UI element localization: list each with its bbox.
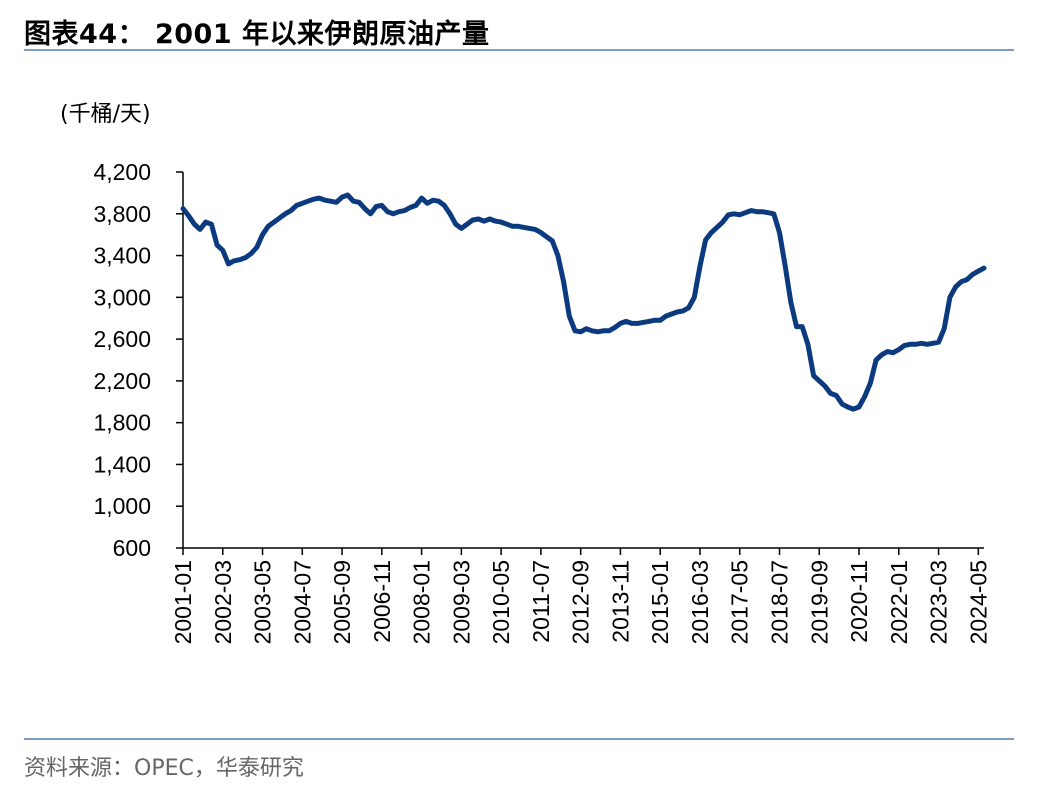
- x-tick-label: 2024-05: [965, 560, 991, 644]
- x-tick-label: 2002-03: [210, 560, 236, 644]
- x-tick-label: 2011-07: [528, 560, 554, 643]
- x-tick-label: 2023-03: [926, 560, 952, 644]
- x-tick-label: 2013-11: [607, 560, 633, 643]
- x-tick-label: 2001-01: [170, 560, 196, 644]
- x-tick-label: 2008-01: [409, 560, 435, 644]
- y-tick-label: 1,400: [93, 451, 151, 477]
- x-tick-label: 2006-11: [369, 560, 395, 643]
- x-axis: 2001-01 2002-03 2003-05 2004-07 2005-09 2006-…: [170, 547, 991, 644]
- x-tick-label: 2009-03: [448, 560, 474, 644]
- y-tick-label: 2,600: [93, 326, 151, 352]
- x-tick-label: 2016-03: [687, 560, 713, 644]
- x-tick-label: 2017-05: [727, 560, 753, 644]
- y-axis-unit-label: (千桶/天): [60, 102, 151, 127]
- x-tick-label: 2018-07: [766, 560, 792, 644]
- x-tick-label: 2012-09: [568, 560, 594, 644]
- y-tick-label: 2,200: [93, 368, 151, 394]
- x-tick-label: 2003-05: [250, 560, 276, 644]
- x-tick-label: 2004-07: [289, 560, 315, 644]
- chart-title: 图表44： 2001 年以来伊朗原油产量: [24, 19, 490, 50]
- x-tick-label: 2019-09: [806, 560, 832, 644]
- y-tick-label: 3,400: [93, 243, 151, 269]
- x-tick-label: 2015-01: [647, 560, 673, 644]
- footer-rule: [24, 738, 1014, 740]
- y-tick-label: 600: [113, 535, 151, 561]
- source-note: 资料来源：OPEC，华泰研究: [24, 756, 304, 781]
- y-tick-label: 1,800: [93, 410, 151, 436]
- series-layer: [180, 192, 987, 412]
- series-line-oil-production: [180, 192, 987, 412]
- y-tick-label: 4,200: [93, 159, 151, 185]
- title-rule: [24, 49, 1014, 51]
- y-tick-label: 1,000: [93, 493, 151, 519]
- y-axis: 600 1,000 1,400 1,800 2,200 2,600 3,000 3,400 3,…: [93, 159, 184, 561]
- x-tick-label: 2010-05: [488, 560, 514, 644]
- y-tick-label: 3,000: [93, 284, 151, 310]
- x-tick-label: 2020-11: [846, 560, 872, 643]
- x-tick-label: 2005-09: [329, 560, 355, 644]
- y-tick-label: 3,800: [93, 201, 151, 227]
- x-tick-label: 2022-01: [886, 560, 912, 644]
